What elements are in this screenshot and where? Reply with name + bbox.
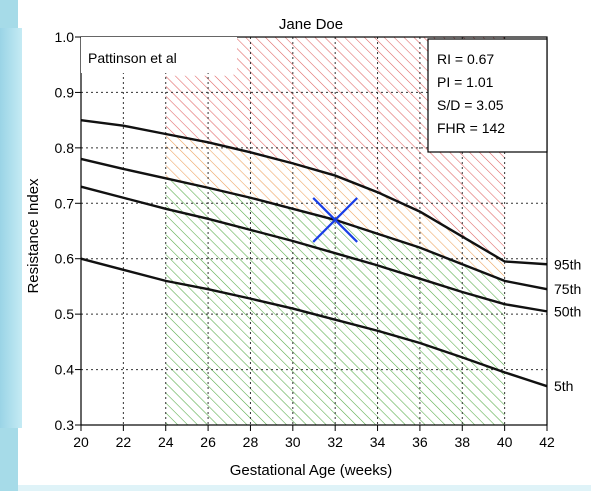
x-tick-label: 38 bbox=[454, 434, 470, 450]
info-pi: PI = 1.01 bbox=[437, 74, 494, 90]
x-tick-label: 36 bbox=[412, 434, 428, 450]
percentile-label-5th: 5th bbox=[554, 378, 573, 394]
info-ri: RI = 0.67 bbox=[437, 51, 494, 67]
info-sd: S/D = 3.05 bbox=[437, 97, 504, 113]
percentile-curve-5th bbox=[80, 257, 548, 388]
y-tick-label: 0.4 bbox=[55, 362, 75, 378]
x-tick-label: 42 bbox=[539, 434, 555, 450]
percentile-label-95th: 95th bbox=[554, 256, 581, 272]
x-axis-label: Gestational Age (weeks) bbox=[230, 462, 393, 479]
x-tick-label: 34 bbox=[370, 434, 386, 450]
x-tick-label: 28 bbox=[243, 434, 259, 450]
x-tick-label: 22 bbox=[116, 434, 132, 450]
y-tick-label: 0.7 bbox=[55, 195, 75, 211]
percentile-label-50th: 50th bbox=[554, 303, 581, 319]
percentile-curve-75th bbox=[80, 157, 548, 291]
info-box: RI = 0.67 PI = 1.01 S/D = 3.05 FHR = 142 bbox=[427, 38, 548, 153]
x-tick-label: 32 bbox=[327, 434, 343, 450]
y-tick-label: 0.8 bbox=[55, 140, 75, 156]
y-tick-label: 0.5 bbox=[55, 306, 75, 322]
x-tick-label: 24 bbox=[158, 434, 174, 450]
y-tick-label: 0.3 bbox=[55, 417, 75, 433]
percentile-curve-95th bbox=[80, 118, 548, 266]
x-tick-label: 26 bbox=[200, 434, 216, 450]
subtitle-box bbox=[81, 37, 237, 73]
y-axis-label: Resistance Index bbox=[25, 178, 42, 294]
measurement-marker-stroke bbox=[312, 197, 358, 243]
info-fhr: FHR = 142 bbox=[437, 120, 505, 136]
percentile-label-75th: 75th bbox=[554, 281, 581, 297]
frame-accent-stripe bbox=[0, 28, 22, 428]
chart-title: Jane Doe bbox=[279, 16, 343, 33]
y-tick-label: 1.0 bbox=[55, 29, 75, 45]
frame-bottom-border bbox=[18, 485, 591, 491]
y-tick-label: 0.9 bbox=[55, 84, 75, 100]
x-tick-label: 30 bbox=[285, 434, 301, 450]
chart-subtitle: Pattinson et al bbox=[88, 50, 177, 66]
x-tick-label: 40 bbox=[497, 434, 513, 450]
x-tick-label: 20 bbox=[73, 434, 89, 450]
percentile-curve-50th bbox=[80, 185, 548, 313]
y-tick-label: 0.6 bbox=[55, 251, 75, 267]
plot-border bbox=[80, 36, 548, 426]
